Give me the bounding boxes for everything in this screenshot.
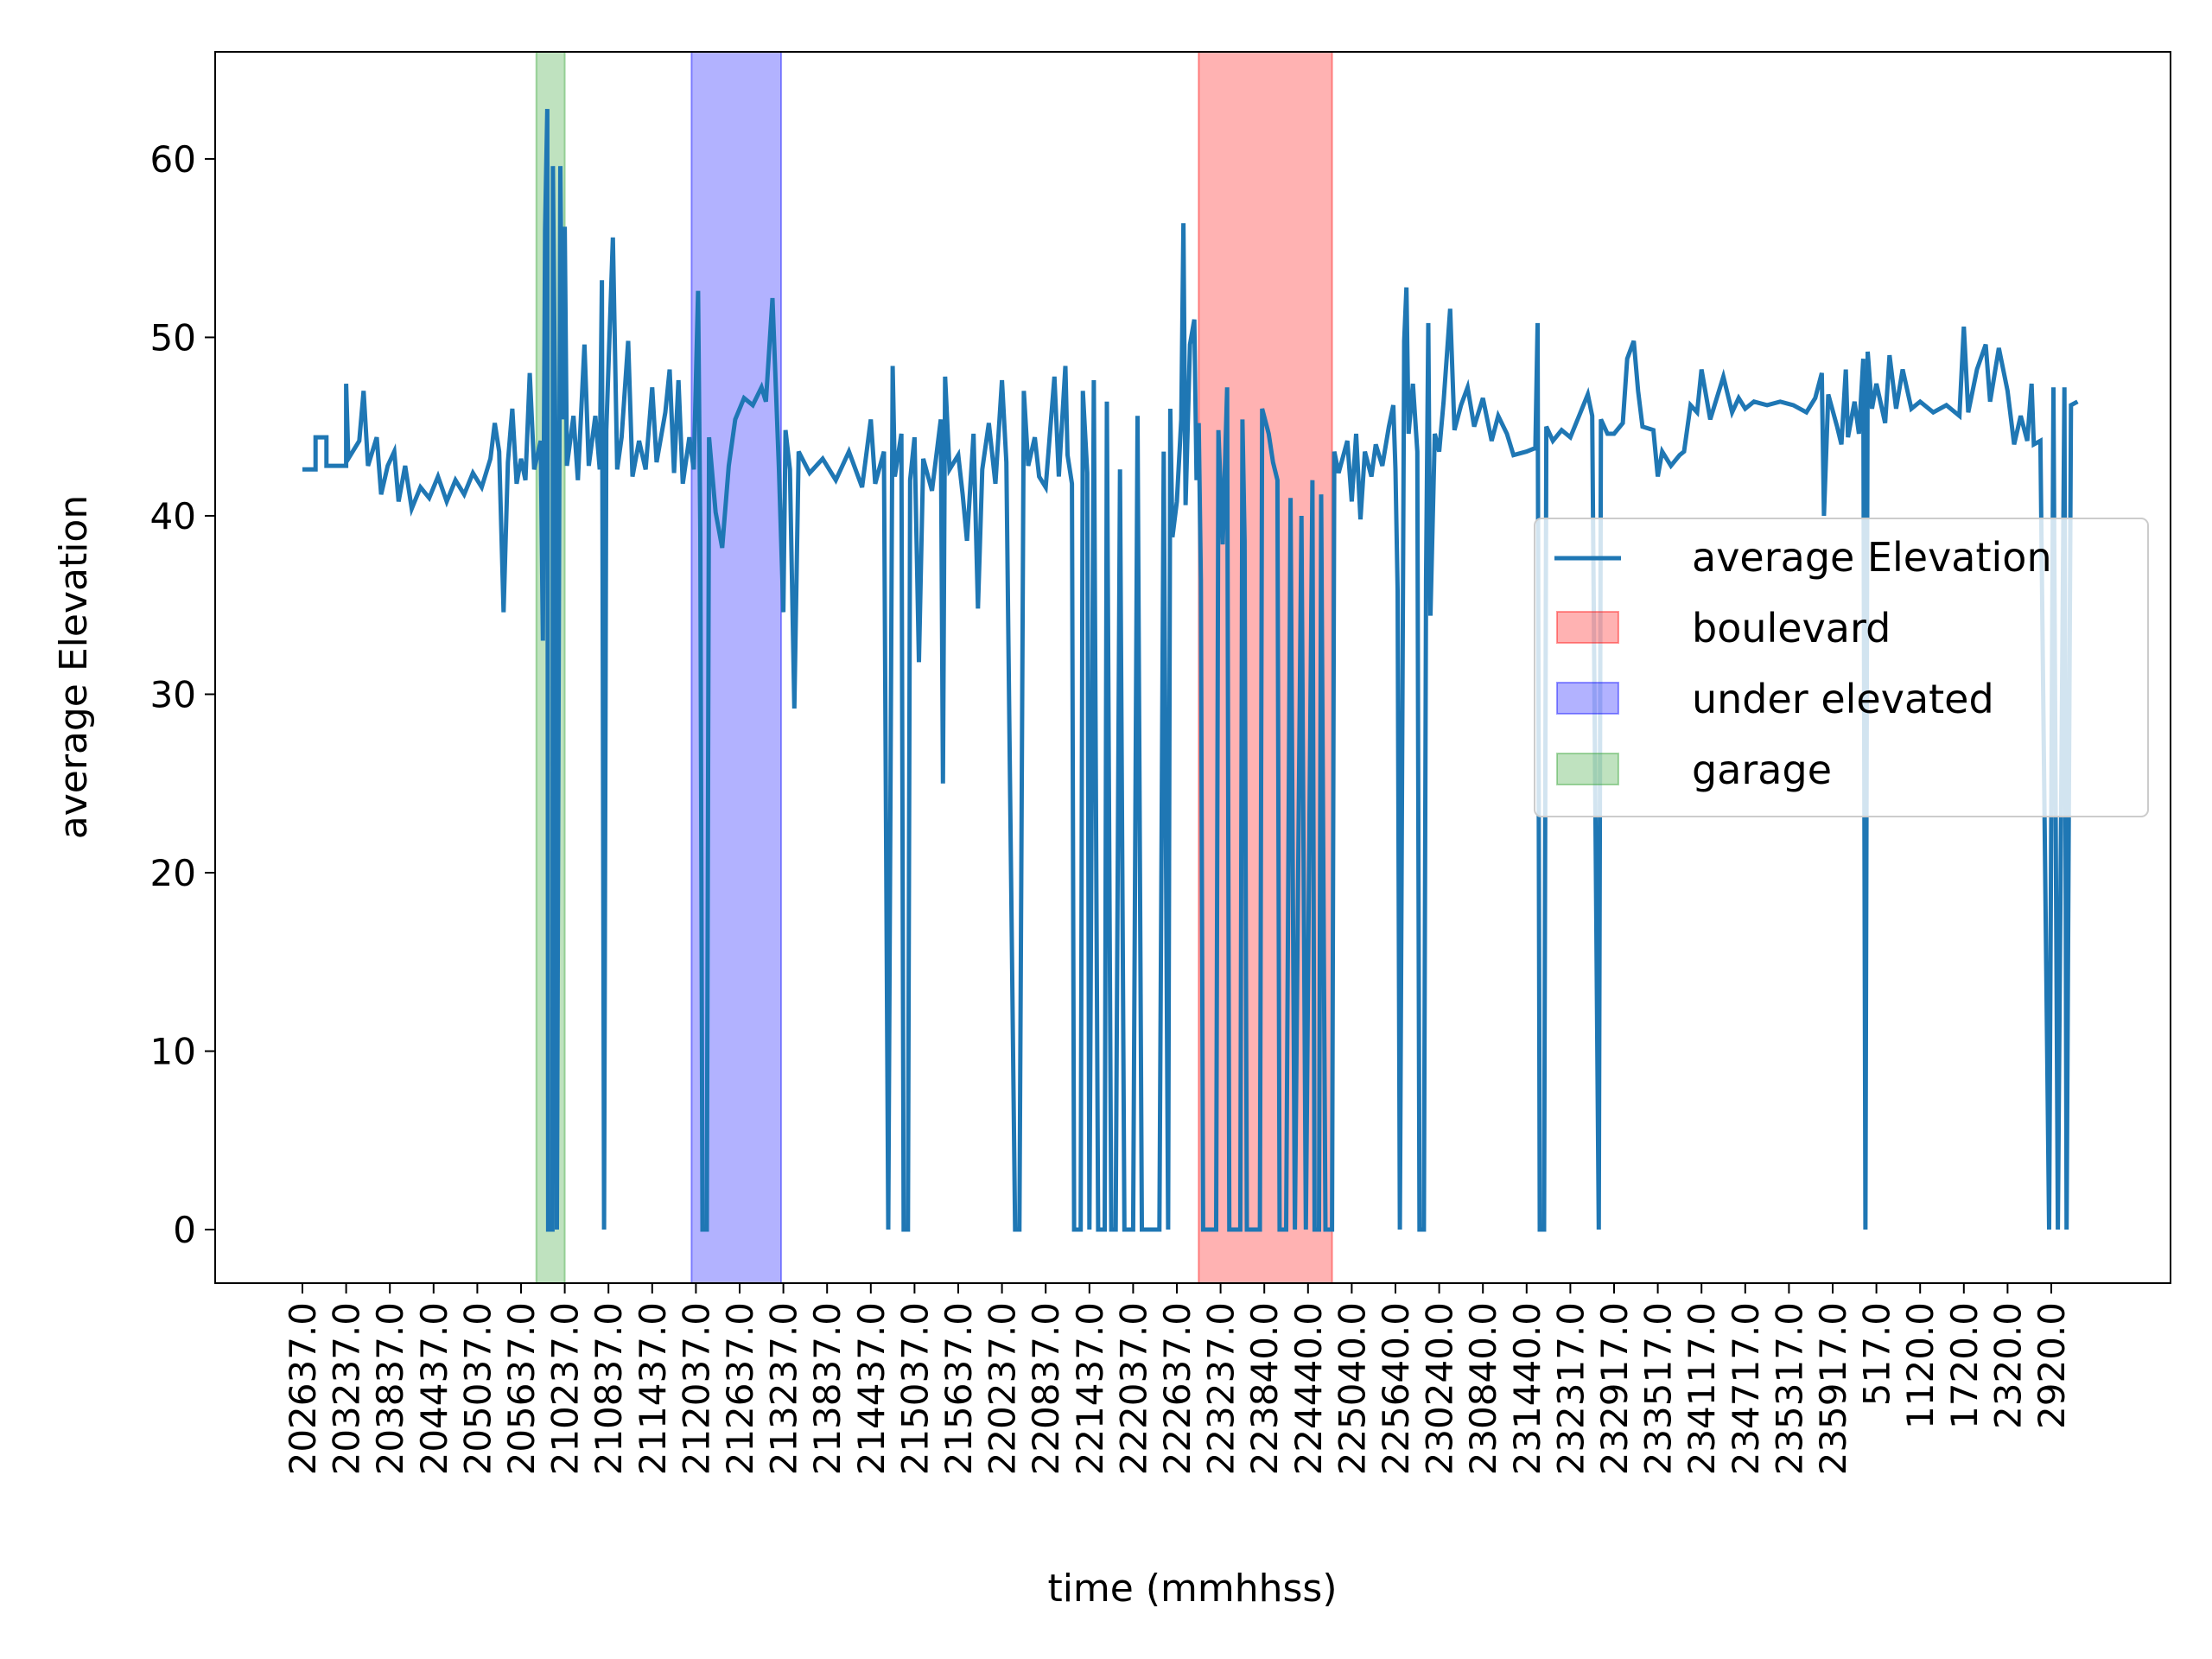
x-tick-label: 2320.0	[1986, 1302, 2029, 1429]
x-tick-label: 224440.0	[1287, 1302, 1330, 1475]
x-tick-label: 212037.0	[675, 1302, 717, 1475]
y-tick-label: 10	[150, 1031, 196, 1073]
x-tick-label: 215637.0	[938, 1302, 980, 1475]
x-tick-label: 220237.0	[982, 1302, 1024, 1475]
y-tick-label: 30	[150, 673, 196, 715]
x-tick-label: 235917.0	[1812, 1302, 1854, 1475]
x-axis: 202637.0 203237.0 203837.0 204437.0 205037.0…	[282, 1283, 2073, 1475]
x-tick-label: 223840.0	[1243, 1302, 1286, 1475]
x-tick-label: 212637.0	[719, 1302, 761, 1475]
legend-swatch-under-elevated	[1556, 682, 1619, 715]
x-tick-label: 233517.0	[1637, 1302, 1680, 1475]
x-tick-label: 203837.0	[369, 1302, 411, 1475]
x-tick-label: 230840.0	[1462, 1302, 1504, 1475]
y-axis: 0 10 20 30 40 50 60	[150, 138, 215, 1251]
x-tick-label: 220837.0	[1025, 1302, 1067, 1475]
y-tick-label: 60	[150, 138, 196, 181]
y-axis-label: average Elevation	[52, 495, 96, 840]
x-tick-label: 225040.0	[1331, 1302, 1373, 1475]
x-tick-label: 234117.0	[1681, 1302, 1723, 1475]
x-tick-label: 214437.0	[850, 1302, 893, 1475]
x-tick-label: 205637.0	[500, 1302, 543, 1475]
y-tick-label: 50	[150, 316, 196, 359]
x-tick-label: 231440.0	[1506, 1302, 1548, 1475]
x-tick-label: 202637.0	[282, 1302, 324, 1475]
x-tick-label: 213837.0	[806, 1302, 849, 1475]
legend-swatch-boulevard	[1556, 611, 1619, 644]
region-under-elevated	[690, 51, 783, 1284]
legend-label-boulevard: boulevard	[1692, 605, 1891, 652]
x-tick-label: 235317.0	[1768, 1302, 1810, 1475]
x-tick-label: 2920.0	[2031, 1302, 2073, 1429]
x-tick-label: 1720.0	[1943, 1302, 1986, 1429]
x-tick-label: 1120.0	[1899, 1302, 1942, 1429]
x-tick-label: 230240.0	[1419, 1302, 1461, 1475]
y-tick-label: 40	[150, 495, 196, 537]
x-tick-label: 215037.0	[893, 1302, 936, 1475]
x-axis-label: time (mmhhss)	[1047, 1567, 1337, 1611]
x-tick-label: 211437.0	[632, 1302, 674, 1475]
y-tick-label: 20	[150, 852, 196, 894]
x-tick-label: 223237.0	[1200, 1302, 1243, 1475]
plot-frame	[214, 51, 2171, 1284]
x-tick-label: 517.0	[1856, 1302, 1898, 1406]
x-tick-label: 234717.0	[1725, 1302, 1767, 1475]
x-tick-label: 205037.0	[456, 1302, 499, 1475]
legend-box	[1534, 518, 2149, 817]
x-tick-label: 210237.0	[544, 1302, 587, 1475]
legend-swatch-garage	[1556, 753, 1619, 785]
x-tick-label: 203237.0	[326, 1302, 368, 1475]
x-tick-label: 210837.0	[588, 1302, 630, 1475]
legend-label-average-elevation: average Elevation	[1692, 534, 2052, 581]
x-tick-label: 204437.0	[413, 1302, 455, 1475]
x-tick-label: 221437.0	[1069, 1302, 1111, 1475]
x-tick-label: 222637.0	[1156, 1302, 1198, 1475]
x-tick-label: 225640.0	[1375, 1302, 1417, 1475]
x-tick-label: 232917.0	[1593, 1302, 1636, 1475]
legend-label-under-elevated: under elevated	[1692, 676, 1994, 722]
x-tick-label: 213237.0	[763, 1302, 805, 1475]
series-layer	[302, 109, 2079, 1232]
x-tick-label: 232317.0	[1549, 1302, 1592, 1475]
x-tick-label: 222037.0	[1112, 1302, 1154, 1475]
legend: average Elevation boulevard under elevat…	[1534, 518, 2149, 817]
legend-label-garage: garage	[1692, 747, 1832, 793]
series-line-average-Elevation	[302, 109, 2079, 1232]
y-tick-label: 0	[173, 1209, 196, 1251]
